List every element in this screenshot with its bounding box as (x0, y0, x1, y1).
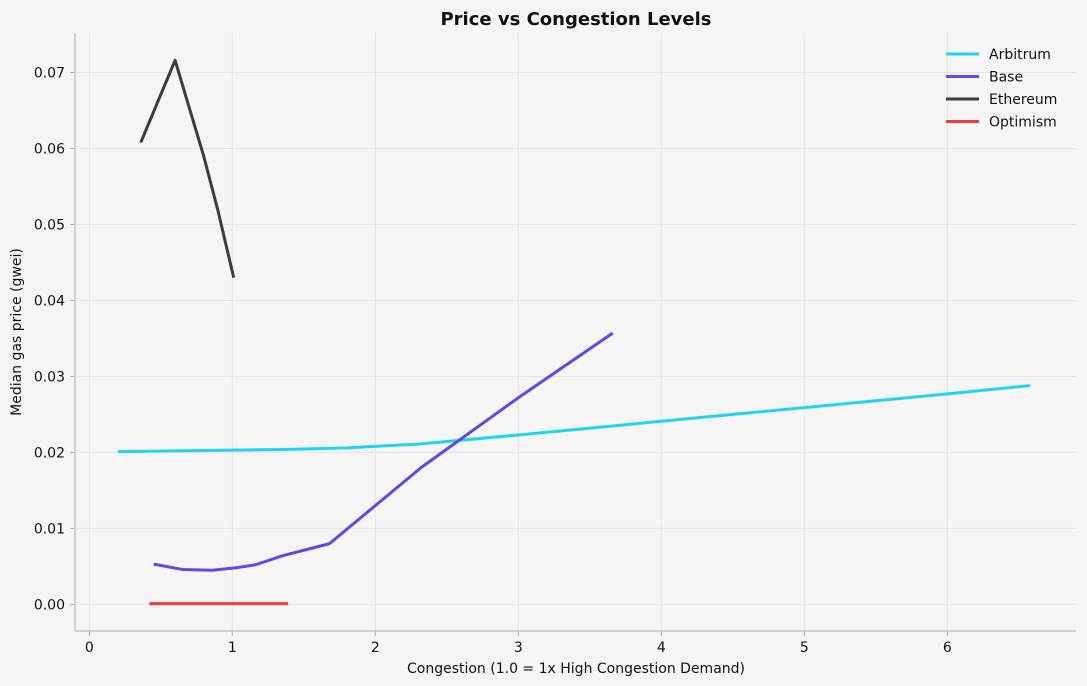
x-tick-label: 4 (657, 640, 666, 656)
chart-title: Price vs Congestion Levels (440, 9, 711, 30)
x-axis-label: Congestion (1.0 = 1x High Congestion Dem… (407, 661, 745, 677)
x-tick-label: 5 (800, 640, 809, 656)
tick-labels: 0 1 2 3 4 5 6 0.00 0.01 0.02 0.03 0.04 0.05 0.06 0.07 (34, 66, 952, 656)
legend-item-base: Base (946, 70, 1023, 86)
y-tick-label: 0.06 (34, 141, 65, 157)
y-tick-label: 0.00 (34, 597, 65, 613)
legend-item-ethereum: Ethereum (946, 92, 1057, 108)
legend-item-optimism: Optimism (946, 115, 1057, 131)
series-line-arbitrum (117, 384, 1031, 454)
y-tick-label: 0.07 (34, 66, 65, 82)
x-tick-label: 6 (943, 640, 952, 656)
x-tick-label: 3 (514, 640, 523, 656)
x-tick-label: 0 (85, 640, 94, 656)
y-axis-label: Median gas price (gwei) (9, 248, 25, 416)
y-tick-label: 0.02 (34, 445, 65, 461)
grid (75, 33, 1076, 631)
series-line-ethereum (139, 58, 236, 279)
x-tick-label: 1 (228, 640, 237, 656)
y-tick-label: 0.05 (34, 217, 65, 233)
y-tick-label: 0.01 (34, 521, 65, 537)
axes (70, 33, 1076, 636)
x-tick-label: 2 (371, 640, 380, 656)
y-tick-label: 0.04 (34, 293, 65, 309)
y-tick-label: 0.03 (34, 369, 65, 385)
series (117, 58, 1031, 606)
legend-item-arbitrum: Arbitrum (946, 47, 1051, 63)
legend-label: Optimism (989, 115, 1057, 131)
series-line-base (153, 331, 614, 572)
legend: Arbitrum Base Ethereum Optimism (946, 47, 1057, 131)
legend-label: Arbitrum (989, 47, 1051, 63)
legend-label: Base (989, 70, 1023, 86)
legend-label: Ethereum (989, 92, 1057, 108)
